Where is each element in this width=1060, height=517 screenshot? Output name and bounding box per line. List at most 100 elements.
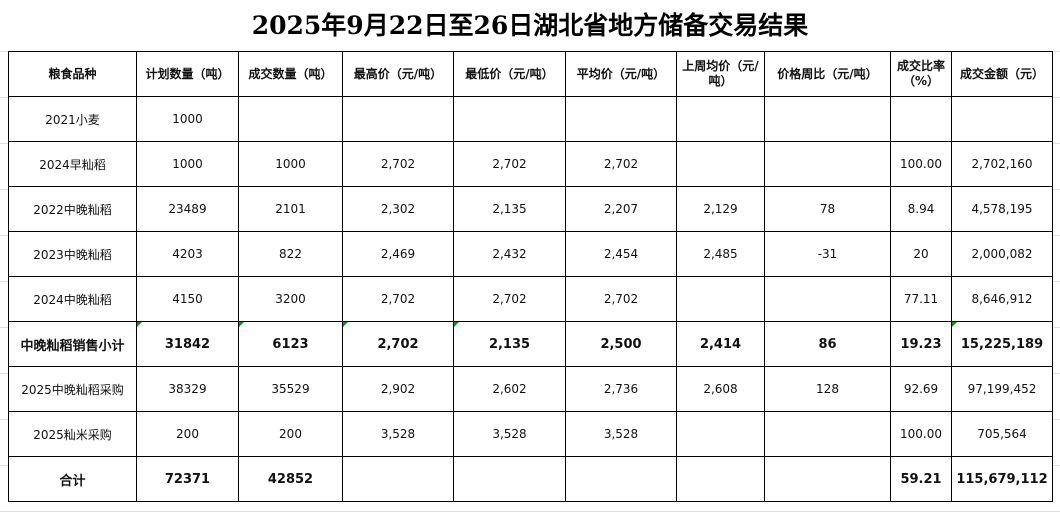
- column-header[interactable]: 价格周比（元/吨）: [764, 51, 891, 97]
- table-cell[interactable]: 2101: [238, 186, 343, 232]
- table-cell[interactable]: [951, 96, 1053, 142]
- table-cell[interactable]: 2,702: [453, 276, 566, 322]
- table-cell[interactable]: 97,199,452: [951, 366, 1053, 412]
- table-cell[interactable]: 1000: [136, 141, 239, 187]
- table-cell[interactable]: 2022中晚籼稻: [8, 186, 137, 232]
- table-cell[interactable]: 2023中晚籼稻: [8, 231, 137, 277]
- table-cell[interactable]: 3,528: [565, 411, 677, 457]
- table-cell[interactable]: 23489: [136, 186, 239, 232]
- table-cell[interactable]: 3,528: [342, 411, 454, 457]
- table-cell[interactable]: [238, 96, 343, 142]
- table-cell[interactable]: [453, 456, 566, 502]
- table-cell[interactable]: 2,454: [565, 231, 677, 277]
- table-cell[interactable]: 92.69: [890, 366, 952, 412]
- table-cell[interactable]: 86: [764, 321, 891, 367]
- table-cell[interactable]: 31842: [136, 321, 239, 367]
- table-cell[interactable]: 2,302: [342, 186, 454, 232]
- table-cell[interactable]: 2,000,082: [951, 231, 1053, 277]
- table-cell[interactable]: 2,485: [676, 231, 765, 277]
- table-cell[interactable]: [676, 456, 765, 502]
- table-cell[interactable]: 35529: [238, 366, 343, 412]
- table-cell[interactable]: 115,679,112: [951, 456, 1053, 502]
- table-cell[interactable]: 2,702,160: [951, 141, 1053, 187]
- table-cell[interactable]: 822: [238, 231, 343, 277]
- table-cell[interactable]: 128: [764, 366, 891, 412]
- table-cell[interactable]: 42852: [238, 456, 343, 502]
- table-cell[interactable]: 2021小麦: [8, 96, 137, 142]
- column-header[interactable]: 成交金额（元）: [951, 51, 1053, 97]
- table-cell[interactable]: [342, 456, 454, 502]
- table-cell[interactable]: [676, 96, 765, 142]
- table-cell[interactable]: 2,702: [565, 276, 677, 322]
- table-cell[interactable]: 19.23: [890, 321, 952, 367]
- table-cell[interactable]: [890, 96, 952, 142]
- table-cell[interactable]: 1000: [136, 96, 239, 142]
- table-cell[interactable]: 2,702: [453, 141, 566, 187]
- table-cell[interactable]: 100.00: [890, 141, 952, 187]
- table-cell[interactable]: [565, 96, 677, 142]
- table-cell[interactable]: 8,646,912: [951, 276, 1053, 322]
- table-cell[interactable]: 4,578,195: [951, 186, 1053, 232]
- table-cell[interactable]: 72371: [136, 456, 239, 502]
- table-cell[interactable]: [453, 96, 566, 142]
- table-cell[interactable]: 2,702: [342, 141, 454, 187]
- table-cell[interactable]: 59.21: [890, 456, 952, 502]
- table-cell[interactable]: 2024中晚籼稻: [8, 276, 137, 322]
- table-cell[interactable]: 2,702: [342, 276, 454, 322]
- table-cell[interactable]: 8.94: [890, 186, 952, 232]
- table-cell[interactable]: 2,129: [676, 186, 765, 232]
- table-cell[interactable]: 38329: [136, 366, 239, 412]
- table-cell[interactable]: 2,469: [342, 231, 454, 277]
- table-cell[interactable]: 100.00: [890, 411, 952, 457]
- table-cell[interactable]: [764, 411, 891, 457]
- table-cell[interactable]: -31: [764, 231, 891, 277]
- table-cell[interactable]: 1000: [238, 141, 343, 187]
- column-header[interactable]: 最高价（元/吨）: [342, 51, 454, 97]
- table-cell[interactable]: 2,135: [453, 186, 566, 232]
- column-header[interactable]: 计划数量（吨）: [136, 51, 239, 97]
- column-header[interactable]: 成交数量（吨）: [238, 51, 343, 97]
- table-cell[interactable]: 2,500: [565, 321, 677, 367]
- table-cell[interactable]: 2025籼米采购: [8, 411, 137, 457]
- table-cell[interactable]: 2,602: [453, 366, 566, 412]
- table-cell[interactable]: 6123: [238, 321, 343, 367]
- column-header[interactable]: 最低价（元/吨）: [453, 51, 566, 97]
- table-cell[interactable]: 2,902: [342, 366, 454, 412]
- table-cell[interactable]: 4150: [136, 276, 239, 322]
- table-cell[interactable]: 2,207: [565, 186, 677, 232]
- table-cell[interactable]: [764, 141, 891, 187]
- table-cell[interactable]: 200: [238, 411, 343, 457]
- table-cell[interactable]: 2025中晚籼稻采购: [8, 366, 137, 412]
- table-cell[interactable]: 4203: [136, 231, 239, 277]
- column-header[interactable]: 粮食品种: [8, 51, 137, 97]
- table-cell[interactable]: [676, 411, 765, 457]
- column-header[interactable]: 成交比率（%）: [890, 51, 952, 97]
- table-cell[interactable]: 15,225,189: [951, 321, 1053, 367]
- table-cell[interactable]: 中晚籼稻销售小计: [8, 321, 137, 367]
- table-cell[interactable]: 2,432: [453, 231, 566, 277]
- table-cell[interactable]: 78: [764, 186, 891, 232]
- table-cell[interactable]: [764, 276, 891, 322]
- table-cell[interactable]: 2,608: [676, 366, 765, 412]
- column-header[interactable]: 上周均价（元/吨）: [676, 51, 765, 97]
- table-cell[interactable]: [764, 96, 891, 142]
- table-cell[interactable]: [565, 456, 677, 502]
- table-cell[interactable]: 77.11: [890, 276, 952, 322]
- table-cell[interactable]: 705,564: [951, 411, 1053, 457]
- table-cell[interactable]: 2024早籼稻: [8, 141, 137, 187]
- table-cell[interactable]: [676, 141, 765, 187]
- table-cell[interactable]: 2,414: [676, 321, 765, 367]
- table-cell[interactable]: 3,528: [453, 411, 566, 457]
- table-cell[interactable]: [342, 96, 454, 142]
- table-cell[interactable]: 3200: [238, 276, 343, 322]
- table-cell[interactable]: 2,702: [565, 141, 677, 187]
- table-cell[interactable]: 200: [136, 411, 239, 457]
- table-cell[interactable]: 合计: [8, 456, 137, 502]
- table-cell[interactable]: 20: [890, 231, 952, 277]
- table-cell[interactable]: [764, 456, 891, 502]
- table-cell[interactable]: 2,135: [453, 321, 566, 367]
- table-cell[interactable]: [676, 276, 765, 322]
- table-cell[interactable]: 2,702: [342, 321, 454, 367]
- table-cell[interactable]: 2,736: [565, 366, 677, 412]
- column-header[interactable]: 平均价（元/吨）: [565, 51, 677, 97]
